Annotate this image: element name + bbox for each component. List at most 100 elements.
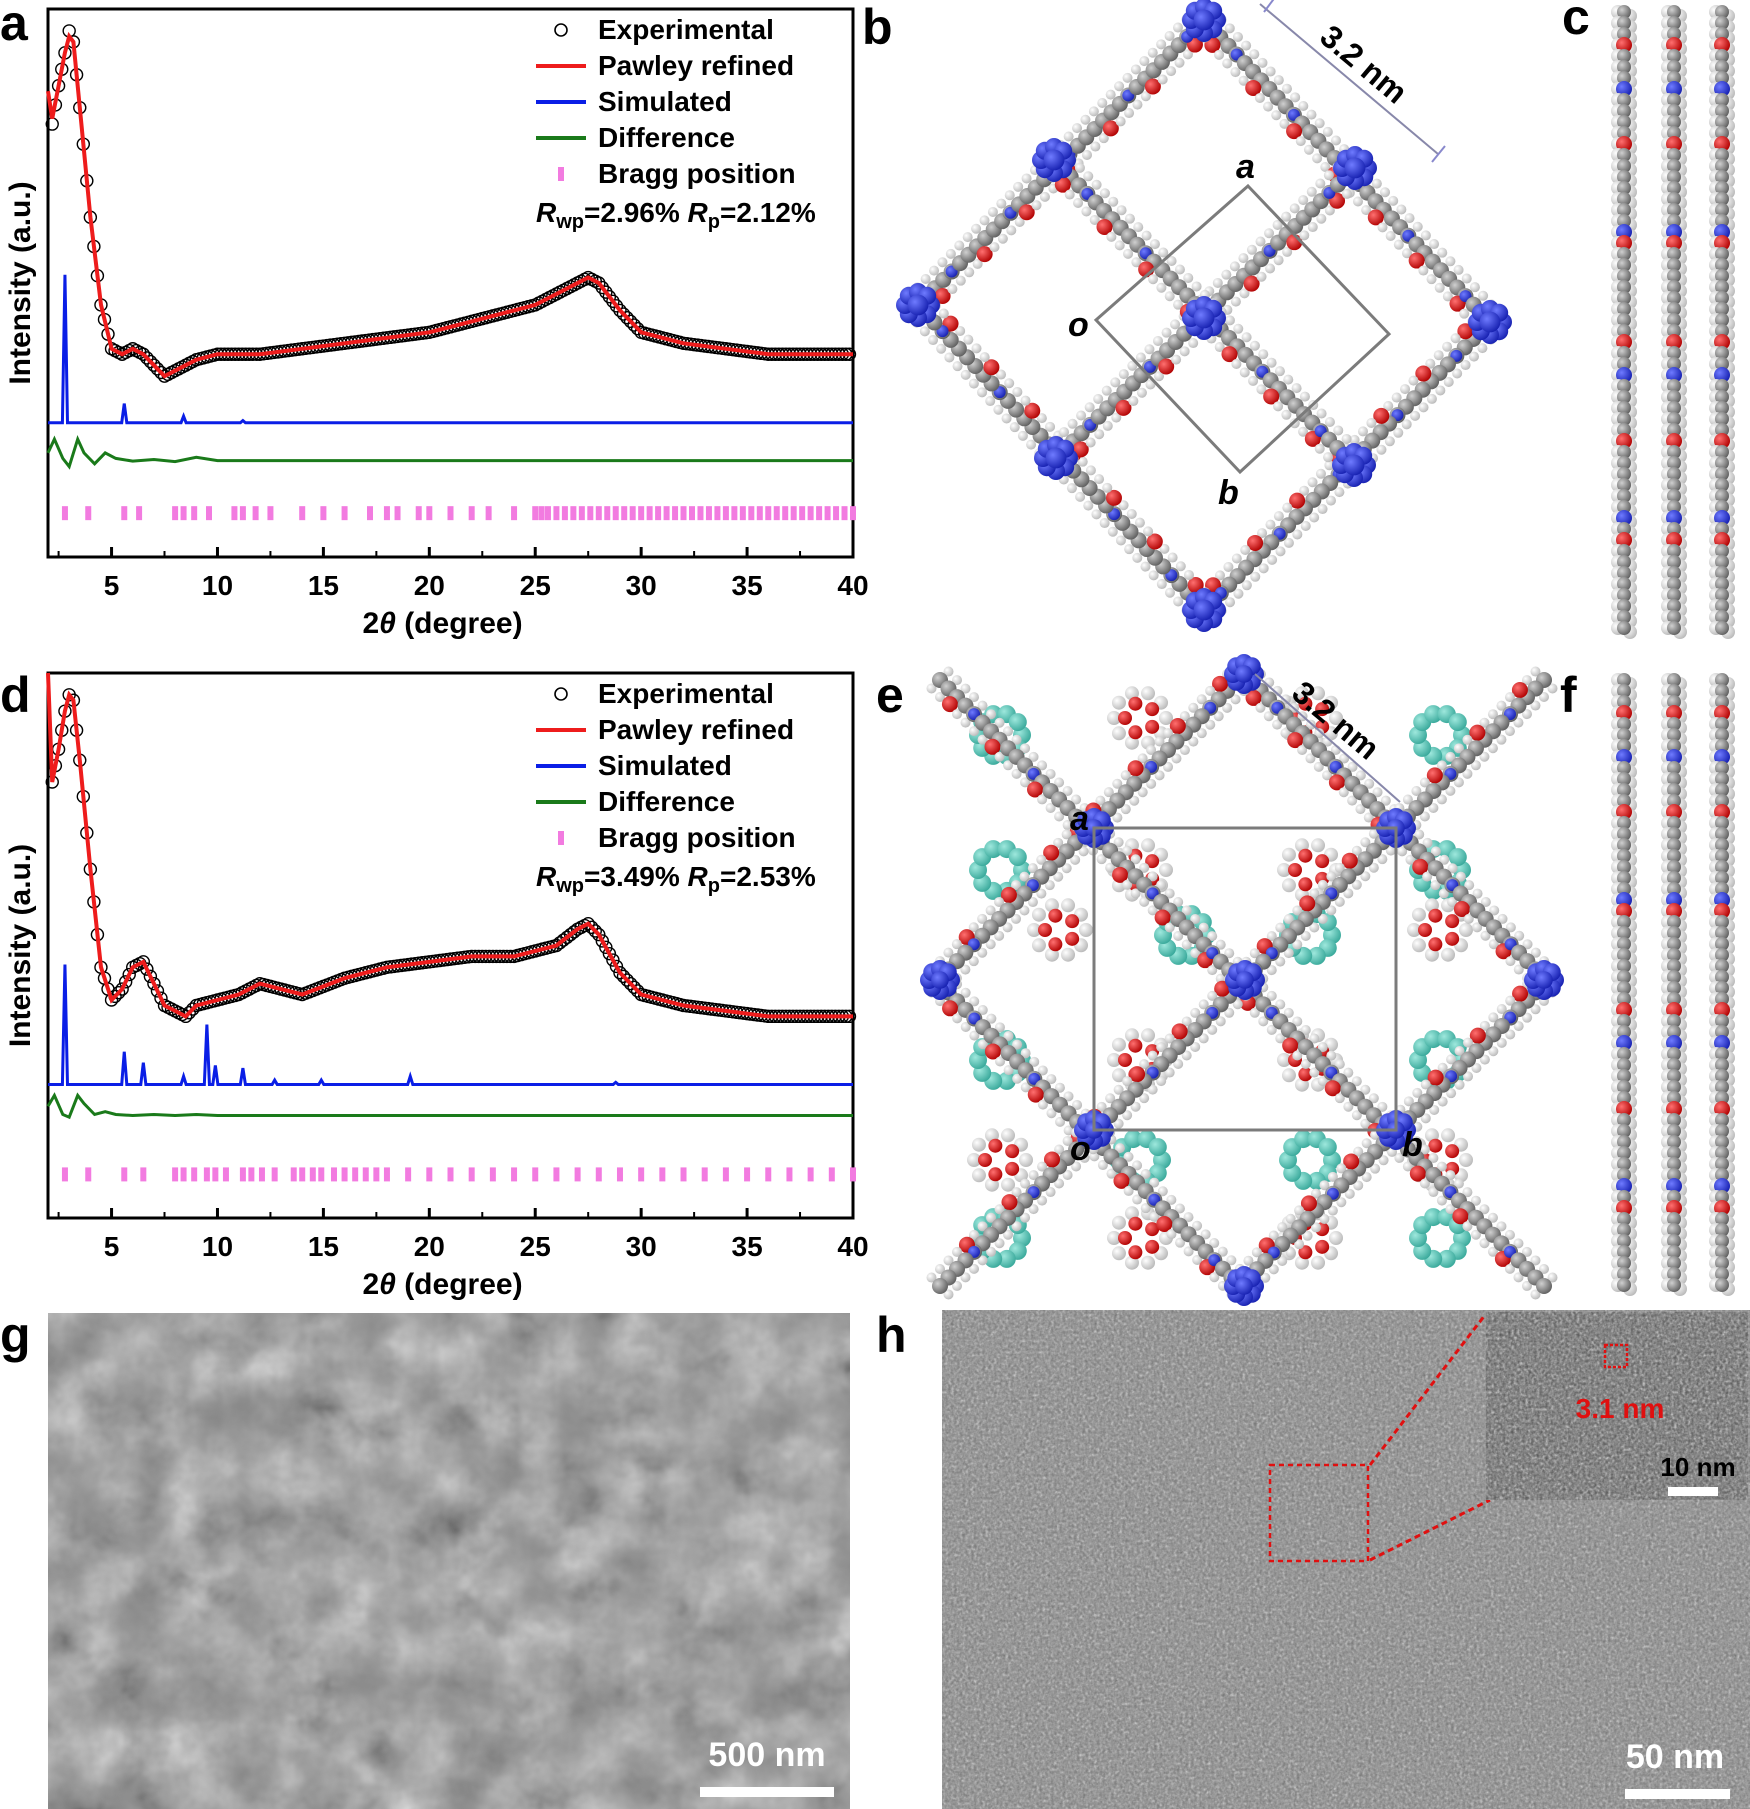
hydrogen-atom: [1266, 1024, 1277, 1035]
legend: Experimental Pawley refined Simulated Diffe…: [536, 678, 816, 897]
hydrogen-atom: [1080, 114, 1091, 125]
hydrogen-atom: [1317, 504, 1328, 515]
carbon-atom: [1715, 357, 1729, 371]
carbon-atom: [1617, 1146, 1631, 1160]
oxygen-atom: [1298, 877, 1313, 892]
carbon-atom: [1617, 937, 1631, 951]
bragg-tick: [697, 506, 704, 521]
hydrogen-atom: [1455, 871, 1466, 882]
hydrogen-atom: [989, 242, 1000, 253]
side-view-f: [1611, 673, 1735, 1296]
hydrogen-atom: [1311, 686, 1326, 701]
hydrogen-atom: [1175, 1237, 1186, 1248]
oxygen-atom: [1043, 844, 1060, 861]
carbon-atom: [1715, 1069, 1729, 1083]
pendant-atom: [1424, 1030, 1443, 1049]
cell-label-o-e: o: [1070, 1130, 1091, 1168]
nitrogen-atom: [1616, 749, 1632, 765]
oxygen-atom: [1428, 908, 1443, 923]
carbon-atom: [1715, 412, 1729, 426]
bragg-tick: [595, 1167, 602, 1182]
carbon-atom: [1667, 247, 1681, 261]
hydrogen-atom: [1156, 282, 1167, 293]
bragg-tick: [807, 506, 814, 521]
experimental-point: [623, 314, 638, 329]
panel-letter-f: f: [1560, 667, 1577, 723]
hydrogen-atom: [1265, 263, 1276, 274]
hydrogen-atom: [1441, 1128, 1456, 1143]
hydrogen-atom: [977, 1221, 988, 1232]
hydrogen-atom: [1282, 246, 1293, 257]
nitrogen-atom: [1666, 749, 1682, 765]
hydrogen-atom: [1045, 802, 1056, 813]
hydrogen-atom: [1141, 838, 1156, 853]
oxygen-atom: [1214, 980, 1231, 997]
carbon-atom: [1667, 948, 1681, 962]
oxygen-atom: [942, 1000, 959, 1017]
carbon-atom: [1715, 860, 1729, 874]
hydrogen-atom: [1136, 387, 1147, 398]
oxygen-atom: [1048, 937, 1063, 952]
hydrogen-atom: [1130, 64, 1141, 75]
hydrogen-atom: [1004, 378, 1015, 389]
oxygen-atom: [983, 359, 1000, 376]
oxygen-atom: [1129, 1066, 1146, 1083]
hydrogen-atom: [1322, 770, 1333, 781]
carbon-atom: [1715, 258, 1729, 272]
hydrogen-atom: [1271, 110, 1282, 121]
oxygen-atom: [1616, 235, 1632, 251]
carbon-atom: [1617, 673, 1631, 687]
carbon-atom: [1715, 1245, 1729, 1259]
hydrogen-atom: [1207, 931, 1218, 942]
bragg-tick: [320, 506, 327, 521]
carbon-atom: [1617, 838, 1631, 852]
hydrogen-atom: [1281, 211, 1292, 222]
hydrogen-atom: [1266, 965, 1277, 976]
oxygen-atom: [988, 1138, 1003, 1153]
bragg-tick: [373, 1167, 380, 1182]
carbon-atom: [1667, 280, 1681, 294]
carbon-atom: [1715, 324, 1729, 338]
metal-node: [1193, 599, 1215, 621]
carbon-atom: [1667, 882, 1681, 896]
experimental-point: [588, 924, 602, 938]
hydrogen-atom: [1122, 1110, 1133, 1121]
hydrogen-atom: [1314, 443, 1325, 454]
hydrogen-atom: [960, 987, 971, 998]
experimental-point: [616, 969, 631, 984]
experimental-point: [143, 969, 158, 984]
bragg-tick: [511, 506, 518, 521]
carbon-atom: [1617, 1069, 1631, 1083]
bragg-tick: [405, 1167, 412, 1182]
hydrogen-atom: [1067, 418, 1078, 429]
hydrogen-atom: [1402, 1161, 1413, 1172]
scale-bar-g: [700, 1787, 834, 1797]
hydrogen-atom: [1307, 222, 1318, 233]
hydrogen-atom: [1267, 554, 1278, 565]
hydrogen-atom: [1402, 794, 1413, 805]
hydrogen-atom: [1105, 1093, 1116, 1104]
plot-frame: [46, 671, 855, 1220]
carbon-atom: [1617, 104, 1631, 118]
oxygen-atom: [1415, 365, 1432, 382]
oxygen-atom: [1666, 532, 1682, 548]
hydrogen-atom: [1472, 922, 1483, 933]
hydrogen-atom: [1300, 1059, 1311, 1070]
oxygen-atom: [1154, 909, 1171, 926]
carbon-atom: [1715, 346, 1729, 360]
hydrogen-atom: [1106, 1168, 1117, 1179]
oxygen-atom: [1144, 78, 1161, 95]
bragg-tick: [604, 506, 611, 521]
oxygen-atom: [1666, 705, 1682, 721]
hydrogen-atom: [1017, 430, 1028, 441]
hydrogen-atom: [1096, 854, 1107, 865]
oxygen-atom: [1024, 402, 1041, 419]
carbon-atom: [1715, 500, 1729, 514]
hydrogen-atom: [1143, 526, 1154, 537]
hydrogen-atom: [1011, 1221, 1022, 1232]
hydrogen-atom: [947, 284, 958, 295]
hydrogen-atom: [1137, 753, 1148, 764]
hydrogen-atom: [1146, 778, 1157, 789]
bragg-tick: [532, 506, 539, 521]
carbon-atom: [1715, 1223, 1729, 1237]
